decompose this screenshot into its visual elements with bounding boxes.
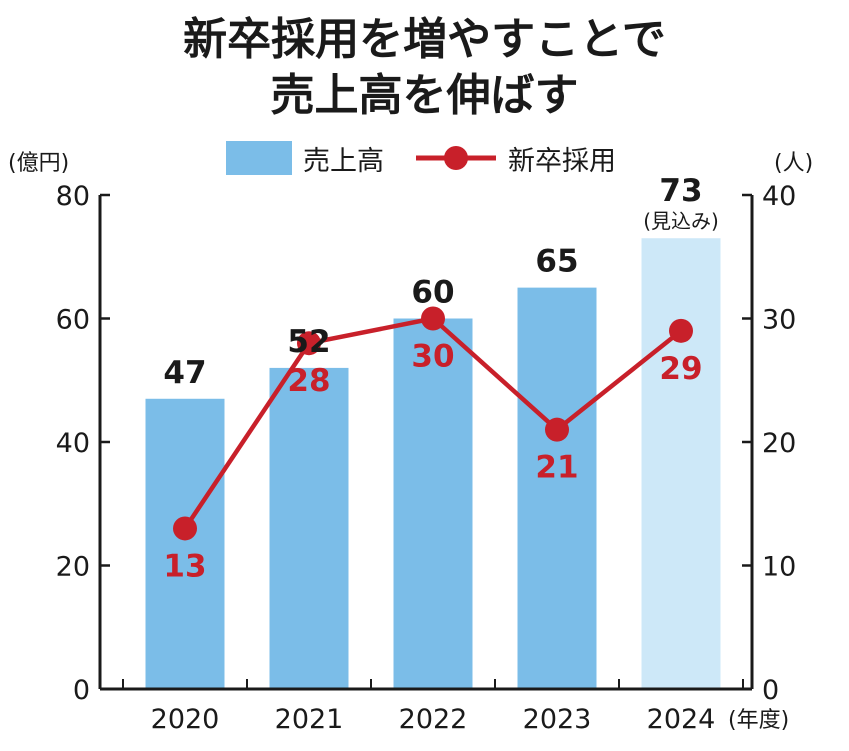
line-value-label-2024: 29: [659, 351, 702, 387]
right-tick-label: 0: [762, 675, 779, 706]
right-tick-label: 10: [762, 552, 796, 583]
chart-title-line-2: 売上高を伸ばす: [270, 70, 579, 121]
bar-2022: [393, 318, 473, 689]
legend-line-marker: [444, 146, 468, 170]
bar-2021: [269, 367, 349, 689]
bar-value-label-2024: 73: [659, 173, 702, 209]
chart-title-line-1: 新卒採用を増やすことで: [183, 14, 666, 65]
left-tick-label: 80: [56, 181, 90, 212]
x-tick-label-2020: 2020: [151, 704, 220, 735]
right-tick-label: 20: [762, 428, 796, 459]
x-tick-label-2022: 2022: [399, 704, 468, 735]
bar-value-label-2020: 47: [163, 355, 206, 391]
x-axis-unit: (年度): [728, 708, 789, 733]
bar-note-label-2024: (見込み): [643, 209, 719, 233]
bar-2020: [145, 398, 225, 689]
x-tick-label-2021: 2021: [275, 704, 344, 735]
x-tick-label-2023: 2023: [523, 704, 592, 735]
left-tick-label: 20: [56, 552, 90, 583]
right-tick-label: 30: [762, 305, 796, 336]
line-value-label-2021: 28: [287, 363, 330, 399]
line-point-2022: [421, 306, 445, 331]
line-value-label-2023: 21: [535, 450, 578, 486]
bar-2023: [517, 287, 597, 689]
legend-bar-label: 売上高: [303, 146, 384, 177]
line-point-2021: [297, 331, 321, 356]
right-tick-label: 40: [762, 181, 796, 212]
left-tick-label: 40: [56, 428, 90, 459]
bar-2024: [641, 238, 721, 689]
left-axis-unit: (億円): [8, 151, 69, 176]
legend-bar-swatch: [226, 141, 292, 175]
left-tick-label: 60: [56, 305, 90, 336]
bar-value-label-2021: 52: [287, 324, 330, 360]
left-tick-label: 0: [73, 675, 90, 706]
line-value-label-2020: 13: [163, 548, 206, 584]
legend: 売上高 新卒採用: [226, 141, 616, 177]
right-axis-unit: (人): [774, 151, 813, 176]
bar-value-label-2022: 60: [411, 275, 454, 311]
line-point-2024: [669, 318, 693, 343]
legend-line-label: 新卒採用: [508, 146, 616, 177]
line-value-label-2022: 30: [411, 339, 454, 375]
x-tick-label-2024: 2024: [647, 704, 716, 735]
line-point-2023: [545, 417, 569, 442]
line-point-2020: [173, 516, 197, 541]
bar-value-label-2023: 65: [535, 244, 578, 280]
